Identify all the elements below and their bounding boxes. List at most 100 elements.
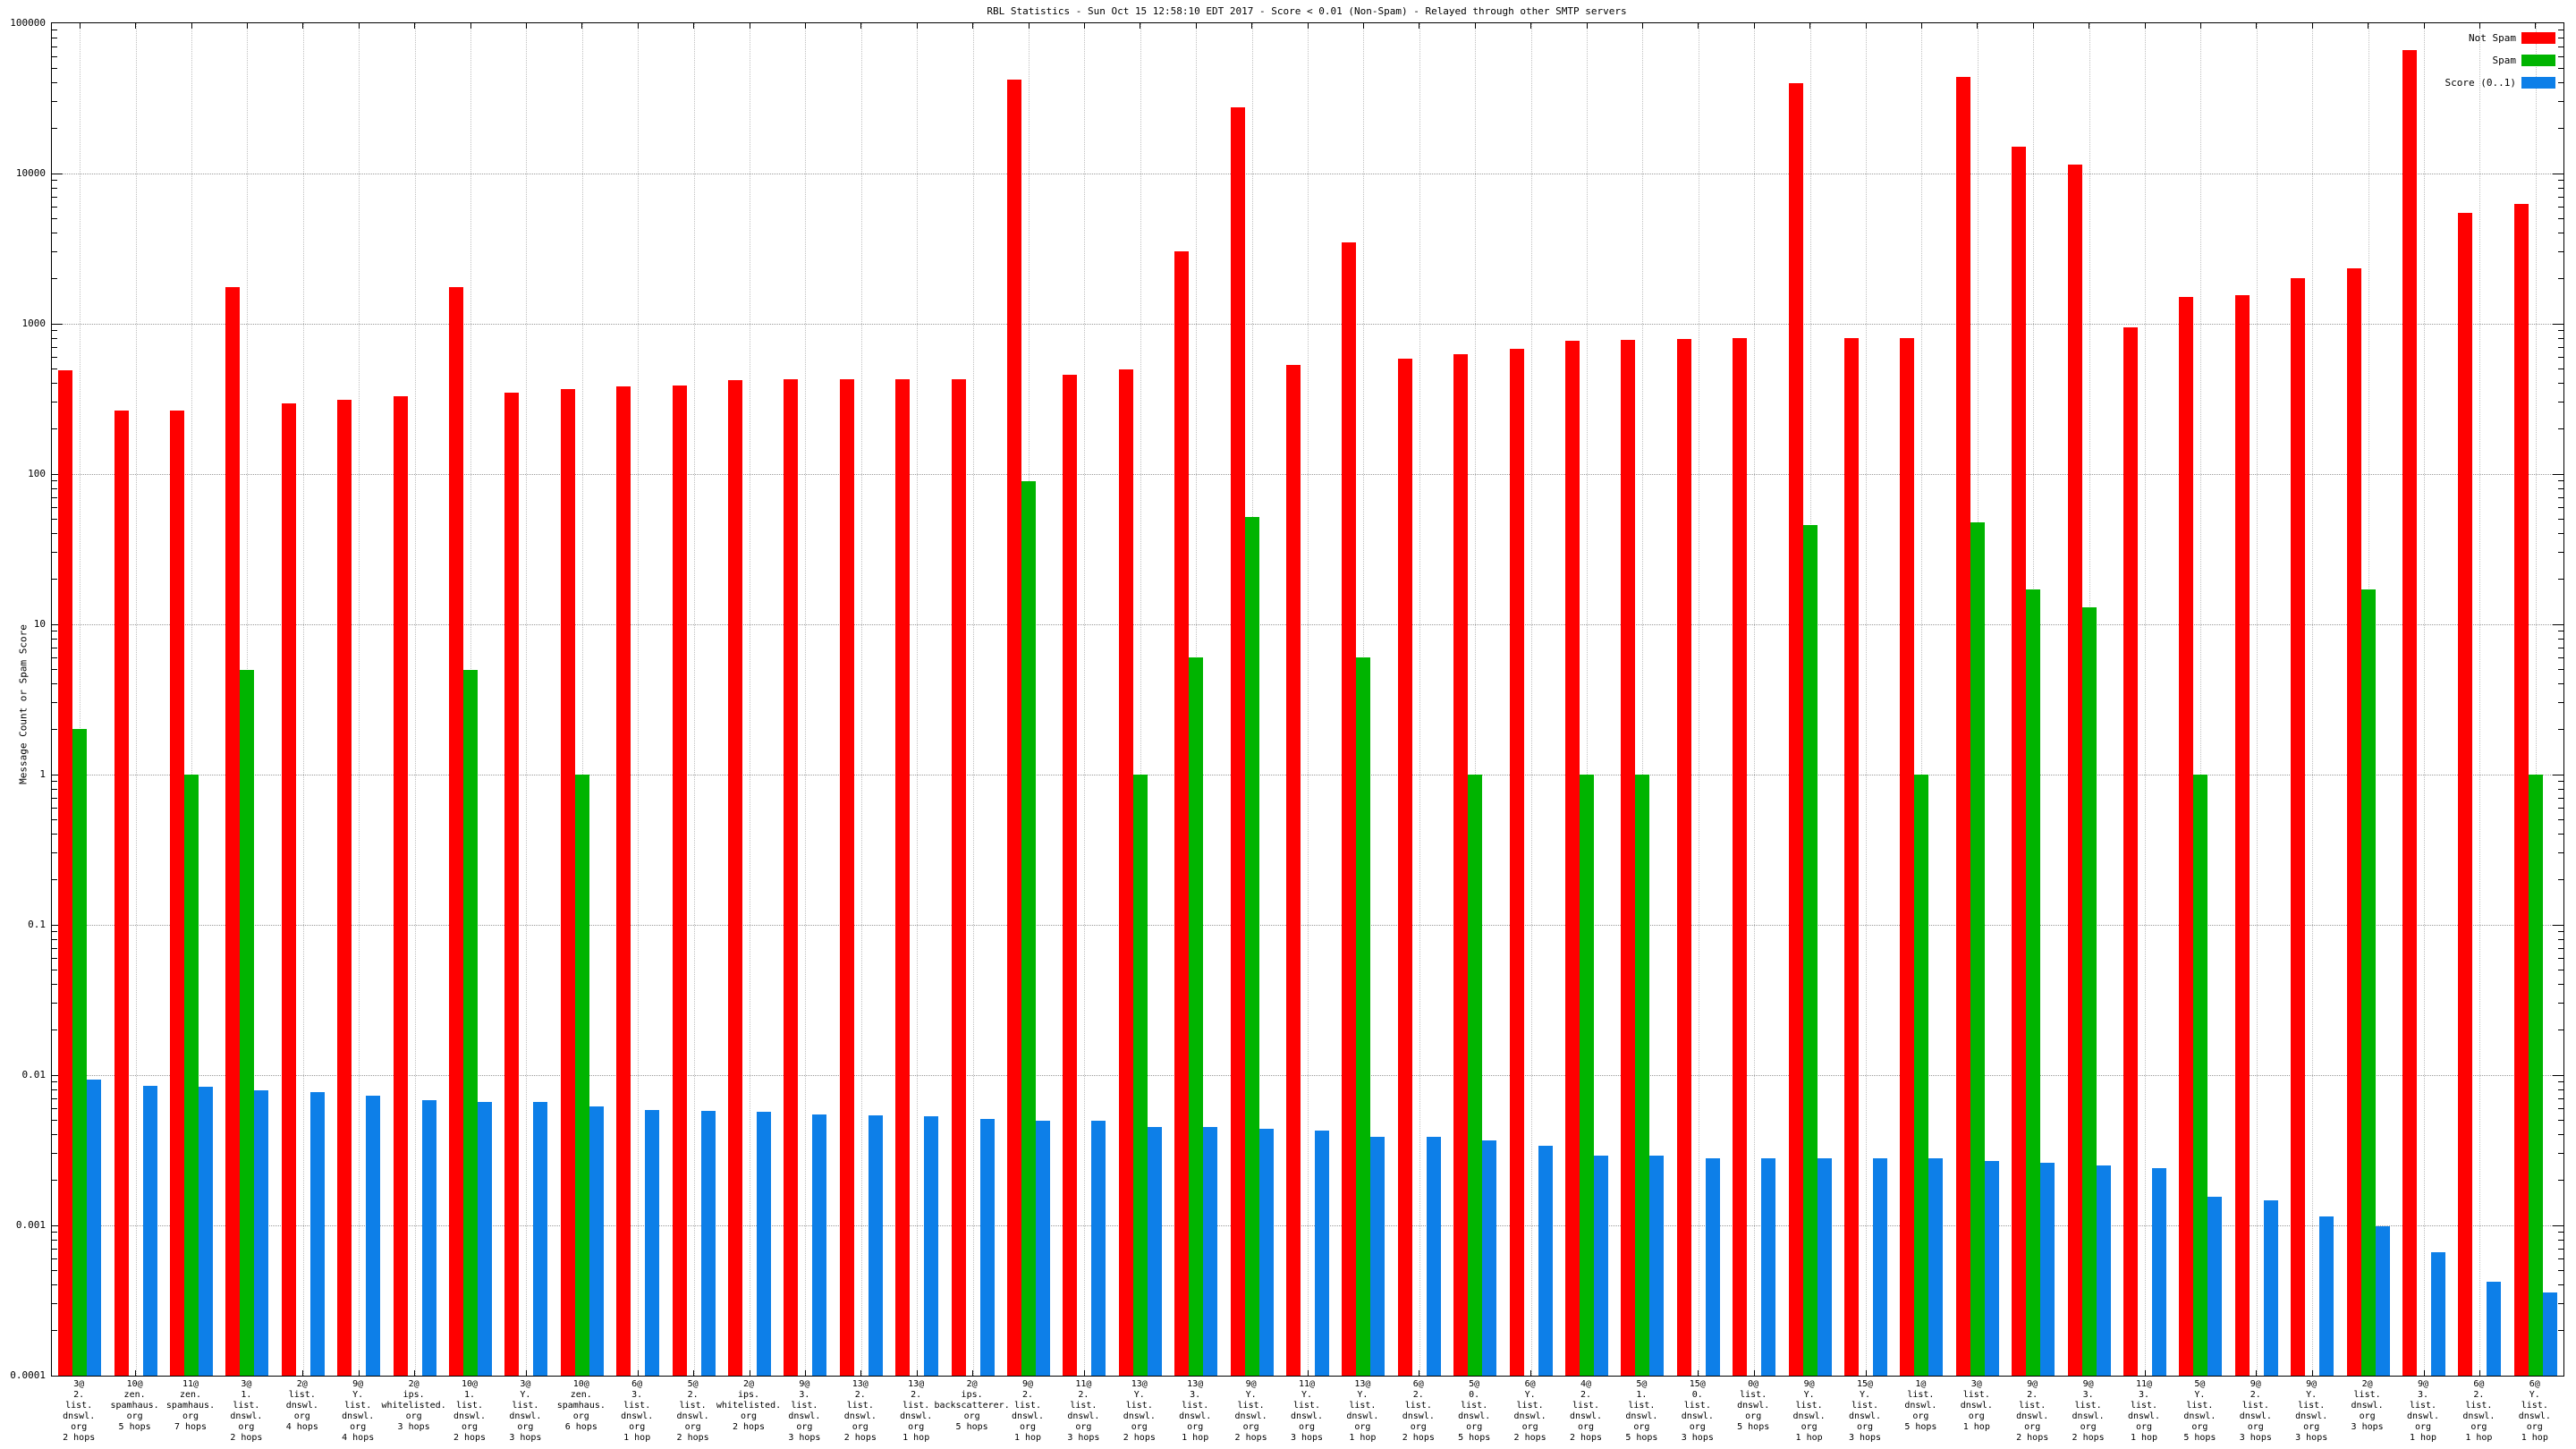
y-minor-tick [2558, 1081, 2563, 1083]
bar-spam [574, 775, 589, 1376]
y-minor-tick [52, 496, 57, 498]
bar-score [1649, 1156, 1665, 1376]
x-tick-label: 13@ 2. list. dnswl. org 1 hop [900, 1379, 933, 1443]
bar-not-spam [1733, 338, 1748, 1376]
x-tick-label: 10@ 1. list. dnswl. org 2 hops [453, 1379, 487, 1443]
bar-score [254, 1090, 269, 1376]
x-bottom-tick [2479, 1370, 2480, 1376]
bar-spam [1244, 516, 1259, 1376]
y-minor-tick [2558, 788, 2563, 790]
y-minor-tick [52, 638, 57, 640]
y-minor-tick [2558, 1248, 2563, 1250]
x-tick-label: 11@ Y. list. dnswl. org 3 hops [1290, 1379, 1324, 1443]
bar-not-spam [114, 410, 129, 1376]
y-tick-label: 1000 [21, 318, 47, 329]
bar-spam [463, 669, 478, 1376]
x-bottom-tick [525, 1370, 527, 1376]
bar-spam [1132, 775, 1148, 1376]
bar-not-spam [1286, 365, 1301, 1376]
y-minor-tick [2558, 1303, 2563, 1305]
x-bottom-tick [414, 1370, 416, 1376]
x-tick-label: 9@ 2. list. dnswl. org 2 hops [2016, 1379, 2049, 1443]
x-tick-label: 6@ 3. list. dnswl. org 1 hop [621, 1379, 654, 1443]
x-tick-label: 11@ 2. list. dnswl. org 3 hops [1067, 1379, 1100, 1443]
x-tick-label: 0@ list. dnswl. org 5 hops [1737, 1379, 1770, 1432]
x-tick-label: 5@ 0. list. dnswl. org 5 hops [1458, 1379, 1491, 1443]
x-top-tick [2535, 23, 2537, 29]
bar-score [645, 1109, 660, 1376]
y-minor-tick [52, 330, 57, 332]
bar-spam [2026, 589, 2041, 1376]
x-top-tick [414, 23, 416, 29]
category-gridline [359, 23, 360, 1376]
y-minor-tick [52, 938, 57, 940]
y-minor-tick [2558, 552, 2563, 554]
y-minor-tick [52, 101, 57, 103]
bar-score [812, 1114, 827, 1376]
bar-spam [1356, 657, 1371, 1376]
bar-not-spam [2012, 147, 2027, 1376]
x-tick-label: 9@ Y. list. dnswl. org 4 hops [342, 1379, 375, 1443]
x-tick-label: 2@ list. dnswl. org 4 hops [285, 1379, 318, 1432]
category-gridline [414, 23, 416, 1376]
y-tick-label: 10 [33, 618, 46, 630]
bar-not-spam [170, 410, 184, 1376]
y-minor-tick [52, 1003, 57, 1004]
y-minor-tick [52, 1107, 57, 1109]
y-minor-tick [52, 1248, 57, 1250]
legend-label-spam: Spam [2492, 55, 2517, 66]
y-tick-label: 1 [39, 768, 46, 780]
y-minor-tick [2558, 487, 2563, 489]
y-minor-tick [2558, 383, 2563, 385]
x-top-tick [1977, 23, 1979, 29]
x-top-tick [1865, 23, 1867, 29]
legend-item-score: Score (0..1) [2445, 73, 2555, 89]
bar-not-spam [1174, 250, 1190, 1376]
x-top-tick [1474, 23, 1476, 29]
y-minor-tick [2558, 1232, 2563, 1233]
y-minor-tick [2558, 506, 2563, 508]
bar-score [1091, 1120, 1106, 1376]
y-minor-tick [52, 1284, 57, 1286]
x-tick-label: 13@ 2. list. dnswl. org 2 hops [843, 1379, 877, 1443]
bar-score [1426, 1136, 1441, 1376]
x-tick-label: 9@ 3. list. dnswl. org 1 hop [2406, 1379, 2440, 1443]
x-tick-label: 5@ 2. list. dnswl. org 2 hops [676, 1379, 709, 1443]
bar-spam [1970, 521, 1985, 1376]
x-bottom-tick [1307, 1370, 1309, 1376]
x-tick-label: 5@ 1. list. dnswl. org 5 hops [1625, 1379, 1658, 1443]
x-top-tick [525, 23, 527, 29]
x-tick-label: 9@ Y. list. dnswl. org 1 hop [1792, 1379, 1826, 1443]
bar-not-spam [2234, 295, 2250, 1376]
bar-spam [1189, 657, 1204, 1376]
y-minor-tick [52, 819, 57, 821]
y-minor-tick [2558, 834, 2563, 835]
category-gridline [2256, 23, 2258, 1376]
x-top-tick [1920, 23, 1922, 29]
bar-not-spam [1676, 339, 1691, 1376]
bar-not-spam [1955, 76, 1970, 1376]
x-tick-label: 9@ 2. list. dnswl. org 1 hop [1011, 1379, 1045, 1443]
y-major-tick [52, 323, 63, 325]
y-minor-tick [2558, 1329, 2563, 1331]
y-minor-tick [52, 807, 57, 809]
bar-not-spam [2123, 326, 2138, 1376]
y-minor-tick [2558, 68, 2563, 70]
y-minor-tick [52, 1153, 57, 1155]
x-bottom-tick [916, 1370, 918, 1376]
legend-label-score: Score (0..1) [2445, 77, 2516, 89]
x-tick-label: 13@ 3. list. dnswl. org 1 hop [1179, 1379, 1212, 1443]
bar-spam [1468, 775, 1483, 1376]
y-minor-tick [2558, 1097, 2563, 1099]
x-top-tick [302, 23, 304, 29]
x-bottom-tick [2311, 1370, 2313, 1376]
x-tick-label: 6@ 2. list. dnswl. org 1 hop [2462, 1379, 2496, 1443]
y-minor-tick [52, 702, 57, 704]
category-gridline [1642, 23, 1644, 1376]
y-minor-tick [52, 180, 57, 182]
x-tick-label: 15@ Y. list. dnswl. org 3 hops [1848, 1379, 1882, 1443]
category-gridline [135, 23, 137, 1376]
y-minor-tick [2558, 1107, 2563, 1109]
y-minor-tick [2558, 330, 2563, 332]
